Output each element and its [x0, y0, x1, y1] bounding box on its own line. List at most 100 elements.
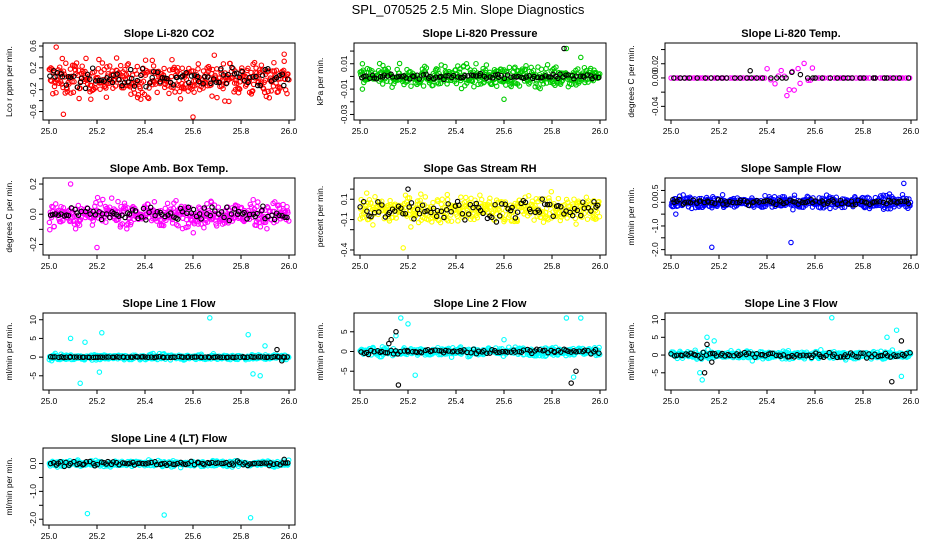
data-point [229, 64, 235, 71]
y-tick-label: 0.5 [650, 184, 660, 196]
data-point [493, 219, 500, 225]
data-point [178, 74, 185, 80]
data-point [540, 219, 547, 225]
data-point [116, 213, 122, 219]
data-point [77, 216, 84, 223]
x-tick-label: 25.0 [352, 396, 369, 406]
data-point [52, 211, 59, 217]
data-point [71, 73, 77, 79]
panel-title: Slope Sample Flow [741, 163, 842, 175]
data-point [580, 199, 586, 205]
data-point [276, 212, 282, 219]
data-point [251, 59, 258, 66]
data-point [60, 111, 67, 118]
page-title: SPL_070525 2.5 Min. Slope Diagnostics [351, 2, 585, 17]
data-point [847, 75, 853, 81]
y-tick-label: -5 [28, 372, 38, 380]
data-point [49, 211, 56, 218]
data-point [138, 214, 145, 220]
data-point [361, 73, 367, 80]
data-point [55, 212, 62, 218]
x-tick-label: 25.8 [544, 396, 561, 406]
data-point [121, 200, 128, 206]
data-point [719, 192, 726, 198]
data-point [567, 209, 573, 216]
data-point [512, 215, 519, 221]
data-point [160, 222, 167, 229]
data-point [59, 73, 66, 80]
data-point [596, 213, 603, 220]
data-point [254, 82, 261, 89]
data-point [477, 192, 483, 198]
series-2 [357, 186, 601, 225]
data-point [239, 211, 246, 217]
data-point [254, 210, 260, 217]
data-point [195, 66, 201, 72]
data-point [106, 76, 113, 83]
data-point [281, 82, 287, 89]
data-point [241, 209, 247, 216]
x-tick-label: 26.0 [281, 126, 298, 136]
data-point [103, 211, 110, 217]
y-tick-label: 10 [650, 315, 660, 325]
data-point [357, 204, 363, 210]
data-point [834, 75, 841, 81]
data-point [829, 315, 835, 321]
data-point [585, 79, 591, 85]
data-point [465, 73, 471, 79]
data-point [405, 321, 411, 327]
data-point [96, 56, 102, 63]
data-point [723, 75, 730, 81]
data-point [74, 84, 81, 90]
data-point [465, 211, 472, 217]
data-point [540, 81, 547, 87]
data-point [207, 315, 213, 321]
data-point [249, 88, 256, 94]
data-point [84, 71, 91, 78]
x-tick-label: 26.0 [281, 261, 298, 271]
data-point [191, 89, 197, 95]
data-point [680, 192, 686, 198]
data-point [161, 65, 167, 72]
x-tick-label: 25.6 [185, 396, 202, 406]
data-point [498, 66, 504, 73]
plot-frame [353, 42, 607, 121]
data-point [406, 204, 412, 210]
data-point [282, 214, 288, 220]
data-point [686, 75, 693, 81]
data-point [555, 202, 561, 209]
data-point [151, 199, 158, 205]
data-point [398, 315, 404, 321]
data-point [239, 68, 245, 75]
data-point [51, 83, 58, 90]
data-point [265, 66, 271, 72]
x-tick-label: 25.8 [233, 396, 250, 406]
data-point [486, 199, 492, 205]
data-point [202, 220, 208, 226]
x-tick-label: 25.6 [496, 126, 513, 136]
data-point [134, 77, 140, 84]
data-point [53, 44, 59, 50]
data-point [801, 60, 807, 67]
data-point [179, 73, 186, 79]
data-point [558, 204, 564, 210]
data-point [539, 196, 545, 202]
data-point [406, 195, 413, 201]
data-point [694, 75, 701, 81]
x-tick-label: 25.0 [663, 396, 680, 406]
data-point [872, 75, 878, 81]
data-point [819, 75, 825, 81]
data-point [368, 200, 374, 206]
data-point [746, 75, 752, 81]
data-point [505, 69, 511, 76]
x-tick-label: 25.0 [352, 261, 369, 271]
data-point [152, 212, 158, 219]
data-point [508, 74, 514, 80]
data-point [65, 74, 72, 80]
data-point [473, 200, 480, 207]
x-tick-label: 25.8 [855, 126, 872, 136]
series-1 [46, 315, 292, 387]
